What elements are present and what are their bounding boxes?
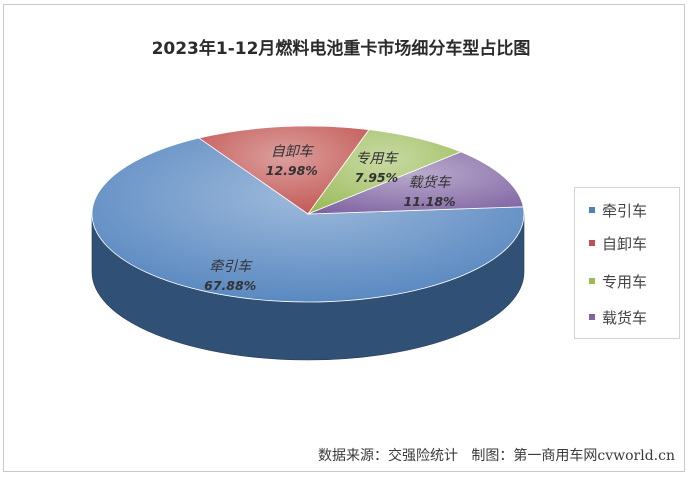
source-note: 数据来源：交强险统计 制图：第一商用车网cvworld.cn bbox=[318, 445, 675, 465]
legend-label: 牵引车 bbox=[602, 201, 648, 220]
pie-slice-1 bbox=[198, 125, 370, 215]
legend-label: 载货车 bbox=[602, 308, 648, 327]
legend-item-0: 牵引车 bbox=[589, 200, 647, 220]
slice-label-2: 专用车 bbox=[355, 151, 399, 167]
slice-label-0: 牵引车 bbox=[209, 259, 253, 275]
slice-value-3: 11.18% bbox=[404, 194, 456, 209]
legend-label: 自卸车 bbox=[602, 234, 648, 253]
pie-slice-2 bbox=[306, 129, 462, 215]
legend-item-1: 自卸车 bbox=[589, 233, 647, 253]
credit-text: 制图：第一商用车网cvworld.cn bbox=[471, 448, 675, 464]
slice-value-2: 7.95% bbox=[355, 170, 398, 185]
legend-item-3: 载货车 bbox=[589, 307, 647, 327]
legend-swatch bbox=[589, 207, 595, 213]
legend-label: 专用车 bbox=[602, 272, 648, 291]
legend-swatch bbox=[589, 278, 595, 284]
pie-top bbox=[91, 125, 525, 303]
legend-item-2: 专用车 bbox=[589, 271, 647, 291]
pie-slice-3 bbox=[307, 151, 524, 215]
chart-title: 2023年1-12月燃料电池重卡市场细分车型占比图 bbox=[151, 39, 531, 59]
slice-label-1: 自卸车 bbox=[271, 144, 315, 160]
pie-labels: 牵引车 67.88% 自卸车 12.98% 专用车 7.95% 载货车 11.18% bbox=[204, 144, 455, 293]
legend: 牵引车 自卸车 专用车 载货车 bbox=[574, 187, 680, 339]
slice-label-3: 载货车 bbox=[409, 175, 453, 191]
slice-value-0: 67.88% bbox=[204, 278, 256, 293]
slice-value-1: 12.98% bbox=[266, 163, 318, 178]
source-text: 数据来源：交强险统计 bbox=[318, 448, 459, 464]
legend-swatch bbox=[589, 314, 595, 320]
legend-swatch bbox=[589, 240, 595, 246]
pie-slice-0 bbox=[91, 137, 525, 303]
